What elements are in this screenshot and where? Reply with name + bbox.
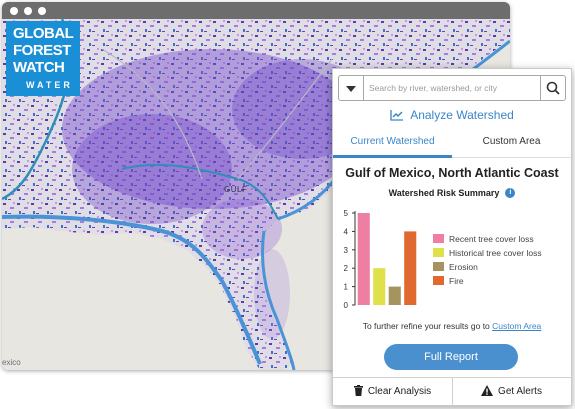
trash-icon [353,384,363,396]
legend-item: Recent tree cover loss [433,233,569,247]
legend-label: Recent tree cover loss [449,234,534,244]
map-label-mexico: exico [2,358,21,367]
bar-fire[interactable] [404,231,417,305]
analyze-watershed-button[interactable]: Analyze Watershed [333,105,571,125]
full-report-button[interactable]: Full Report [384,344,518,370]
get-alerts-button[interactable]: Get Alerts [452,378,571,406]
get-alerts-label: Get Alerts [498,386,542,397]
search-type-dropdown[interactable] [339,76,364,100]
chart-legend: Recent tree cover loss Historical tree co… [433,233,569,289]
search-icon [546,81,560,95]
bar-historical-tree-cover-loss[interactable] [373,268,386,305]
warning-icon [481,384,494,396]
legend-swatch [433,234,444,243]
window-minimize-dot[interactable] [24,7,32,15]
tab-custom-area[interactable]: Custom Area [482,136,541,147]
risk-summary-title: Watershed Risk Summary [388,188,500,198]
search-input[interactable] [369,76,535,100]
bar-erosion[interactable] [388,286,401,305]
y-tick-label: 3 [344,246,349,255]
search-bar [338,75,566,101]
tab-current-watershed[interactable]: Current Watershed [333,131,452,158]
legend-label: Historical tree cover loss [449,248,542,258]
analyze-watershed-label: Analyze Watershed [410,108,514,122]
legend-label: Erosion [449,262,478,272]
panel-footer: Clear Analysis Get Alerts [333,377,571,406]
bar-recent-tree-cover-loss[interactable] [357,213,370,305]
watershed-name: Gulf of Mexico, North Atlantic Coast [345,166,559,180]
clear-analysis-button[interactable]: Clear Analysis [333,378,453,406]
y-tick-label: 0 [344,301,349,310]
custom-area-link[interactable]: Custom Area [492,321,542,331]
y-tick-label: 4 [344,227,349,236]
logo-line-3: WATCH [13,59,65,76]
analysis-tabs: Current Watershed Custom Area [333,131,571,158]
risk-bar-chart: 0 1 2 3 4 5 [344,209,417,310]
legend-swatch [433,276,444,285]
browser-window: GLOBAL FOREST WATCH WATER GULF exico [2,2,510,370]
analysis-panel: Analyze Watershed Current Watershed Cust… [332,68,572,406]
legend-swatch [433,248,444,257]
logo-line-2: FOREST [13,42,71,59]
y-tick-label: 2 [344,264,349,273]
line-chart-icon [390,109,404,121]
y-tick-label: 5 [344,209,349,218]
window-maximize-dot[interactable] [38,7,46,15]
refine-message: To further refine your results go to [362,321,490,331]
map-label-gulf: GULF [224,185,248,194]
clear-analysis-label: Clear Analysis [367,386,432,397]
legend-item: Fire [433,275,569,289]
y-tick-label: 1 [344,283,349,292]
window-titlebar [2,2,510,19]
legend-item: Erosion [433,261,569,275]
window-close-dot[interactable] [10,7,18,15]
info-icon[interactable]: i [505,187,516,198]
global-forest-watch-water-logo[interactable]: GLOBAL FOREST WATCH WATER [6,21,80,96]
logo-line-1: GLOBAL [13,25,74,42]
legend-label: Fire [449,276,464,286]
refine-text: To further refine your results go to Cus… [333,321,571,331]
coverage-layer [62,49,362,209]
legend-item: Historical tree cover loss [433,247,569,261]
legend-swatch [433,262,444,271]
coastline [2,214,262,365]
logo-line-4: WATER [26,80,73,90]
search-button[interactable] [540,76,565,100]
risk-summary-heading: Watershed Risk Summary i [333,187,571,199]
